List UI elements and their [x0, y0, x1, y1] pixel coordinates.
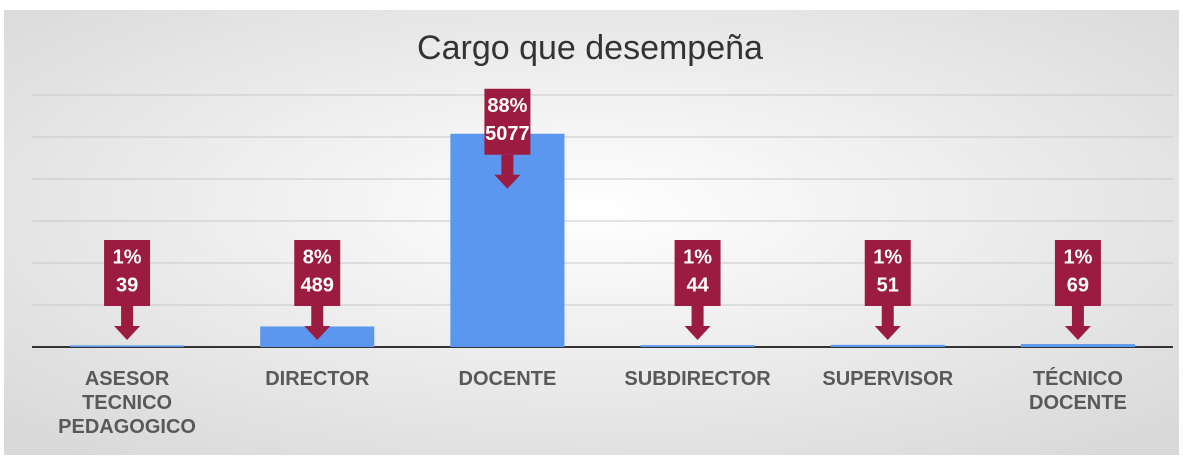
x-tick-label: SUBDIRECTOR [624, 368, 771, 390]
data-callout: 88% 5077 [484, 88, 531, 189]
value-label: 51 [877, 274, 899, 296]
value-label: 69 [1067, 274, 1089, 296]
bar [70, 345, 185, 347]
callout-arrow [874, 306, 901, 340]
bar [830, 344, 945, 347]
bar [1020, 344, 1135, 347]
callout-arrow [114, 306, 141, 340]
x-tick-label: DOCENTE [458, 368, 557, 390]
share-label: 1% [873, 246, 902, 268]
x-tick-label: TÉCNICO DOCENTE [1029, 368, 1127, 414]
share-label: 1% [683, 246, 712, 268]
x-tick-label: SUPERVISOR [822, 368, 954, 390]
callout-box [484, 88, 531, 155]
callout-box [1054, 240, 1101, 306]
share-label: 1% [1063, 246, 1092, 268]
share-label: 88% [487, 95, 527, 117]
callout-box [674, 240, 721, 306]
x-tick-label: ASESOR TECNICO PEDAGOGICO [58, 368, 196, 438]
callout-arrow [494, 154, 521, 189]
chart-background [4, 10, 1179, 455]
value-label: 489 [301, 274, 334, 296]
data-callout: 1%51 [864, 240, 911, 340]
callout-box [294, 240, 341, 306]
value-label: 5077 [485, 123, 530, 145]
share-label: 8% [303, 246, 332, 268]
x-tick-label: DIRECTOR [265, 368, 370, 390]
chart-title: Cargo que desempeña [417, 29, 763, 67]
data-callout: 1%44 [674, 240, 721, 340]
callout-box [864, 240, 911, 306]
callout-arrow [684, 306, 711, 340]
bar [640, 345, 755, 347]
value-label: 44 [686, 274, 709, 296]
data-callout: 1%69 [1054, 240, 1101, 340]
share-label: 1% [113, 246, 142, 268]
data-callout: 8%489 [294, 240, 341, 340]
callout-arrow [1064, 306, 1091, 340]
callout-box [104, 240, 151, 306]
data-callout: 1%39 [104, 240, 151, 340]
value-label: 39 [116, 274, 138, 296]
callout-arrow [304, 306, 331, 340]
